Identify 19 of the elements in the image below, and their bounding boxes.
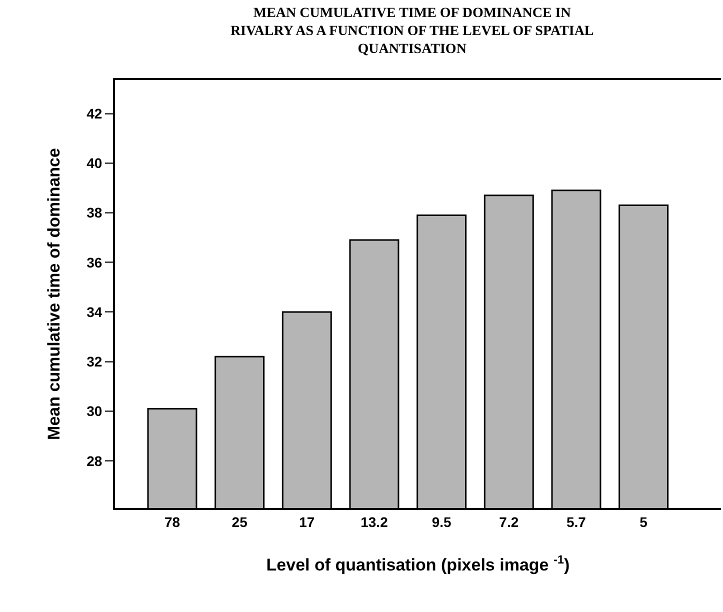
y-tick-label: 42 (86, 105, 102, 122)
x-tick-label: 17 (299, 514, 315, 530)
y-tick-label: 34 (86, 304, 102, 320)
y-tick-label: 30 (86, 403, 102, 420)
y-tick-label: 28 (86, 452, 102, 469)
y-tick-label: 32 (86, 354, 102, 370)
x-tick-label: 5 (640, 514, 648, 530)
chart-title: MEAN CUMULATIVE TIME OF DOMINANCE IN RIVALRY AS A FUNCTION OF THE LEVEL OF SPATIAL QUANTISATION (230, 6, 594, 58)
y-tick-label: 36 (86, 254, 102, 270)
x-tick-label: 13.2 (360, 514, 388, 530)
y-axis-title: Mean cumulative time of dominance (44, 148, 64, 440)
x-tick-label: 5.7 (566, 514, 586, 530)
x-tick-label: 78 (164, 514, 180, 530)
x-tick-label: 25 (232, 514, 248, 530)
x-axis-title: Level of quantisation (pixels image $^{-1}$) (266, 552, 570, 575)
x-tick-label: 7.2 (499, 514, 519, 530)
y-tick-label: 40 (86, 155, 102, 172)
y-tick-label: 38 (86, 204, 102, 221)
x-tick-label: 9.5 (432, 514, 452, 530)
